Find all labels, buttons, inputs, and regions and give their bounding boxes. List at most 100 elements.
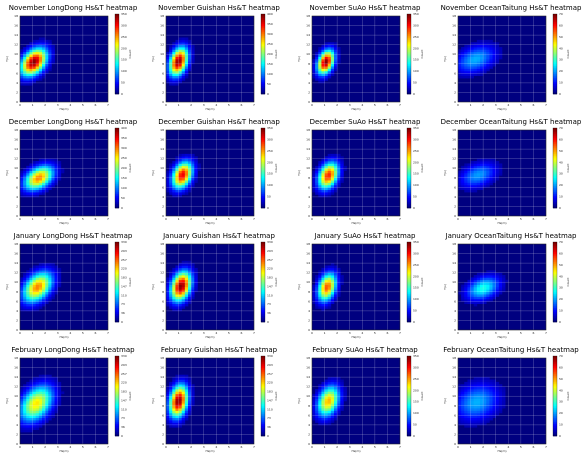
heatmap-cell [184,54,189,57]
colorbar-segment [115,356,119,359]
heatmap-cell [42,377,46,380]
heatmap-cell [188,39,192,43]
heatmap-cell [464,412,468,416]
heatmap-cell [473,396,478,399]
heatmap-cell [51,289,55,293]
heatmap-cell [166,303,170,307]
heatmap-cell [334,386,338,390]
heatmap-cell [23,308,27,312]
heatmap-cell [175,44,179,48]
heatmap-cell [194,165,198,169]
heatmap-cell [178,158,183,162]
colorbar-segment [261,288,265,291]
heatmap-cell [495,170,500,174]
heatmap-cell [35,73,40,77]
heatmap-cell [321,291,325,295]
colorbar-segment [115,34,119,37]
heatmap-cell [495,277,500,281]
heatmap-cell [330,168,335,171]
y-tick-label: 0 [454,442,456,446]
heatmap-cell [464,187,468,191]
colorbar-segment [407,266,411,269]
colorbar-segment [115,434,119,437]
heatmap-cell [175,377,179,380]
heatmap-cell [492,175,497,179]
y-tick-label: 14 [14,33,18,37]
heatmap-cell [172,291,176,295]
heatmap-cell [26,180,30,183]
colorbar-segment [115,88,119,91]
heatmap-cell [32,415,37,419]
colorbar-segment [261,72,265,75]
heatmap-cell [175,49,179,53]
colorbar-segment [115,194,119,197]
colorbar-segment [553,242,557,245]
heatmap-cell [57,381,62,385]
heatmap-cell [184,396,189,399]
heatmap-cell [26,405,30,409]
y-tick-label: 4 [16,81,18,85]
heatmap-cell [191,272,195,276]
colorbar-segment [553,246,557,249]
heatmap-cell [489,410,493,414]
colorbar-segment [407,412,411,415]
heatmap-cell [473,291,478,295]
heatmap-cell [188,401,192,404]
heatmap-cell [315,63,319,67]
heatmap-cell [32,267,37,271]
heatmap-cell [38,384,43,387]
heatmap-cell [483,42,487,45]
plot-frame [311,15,401,103]
heatmap-cell [166,420,170,423]
heatmap-cell [480,289,484,293]
colorbar-segment [261,268,265,271]
heatmap-cell [337,391,341,395]
heatmap-cell [188,187,192,191]
heatmap-cell [23,279,27,283]
heatmap-cell [467,187,471,191]
x-tick-label: 5 [374,103,376,107]
colorbar-segment [407,82,411,85]
colorbar-segment [115,284,119,287]
heatmap-cell [191,163,195,167]
heatmap-cell [181,192,186,195]
heatmap-cell [502,393,506,397]
heatmap-cell [337,412,341,416]
heatmap-cell [32,412,37,416]
colorbar-segment [115,156,119,159]
plot-frame [457,243,547,331]
heatmap-cell [464,168,468,171]
colorbar-segment [115,44,119,47]
heatmap-cell [492,379,497,383]
heatmap-cell [483,180,487,183]
heatmap-cell [184,270,189,273]
heatmap-cell [312,412,316,416]
heatmap-cell [476,56,481,60]
y-tick-label: 8 [454,404,456,408]
heatmap-cell [315,389,319,392]
colorbar-segment [115,388,119,391]
heatmap-cell [169,298,173,302]
colorbar-segment [553,362,557,365]
colorbar-segment [553,244,557,247]
heatmap-cell [175,180,179,183]
heatmap-cell [26,422,30,426]
heatmap-cell [315,296,319,300]
y-tick-label: 16 [14,24,18,28]
colorbar-segment [115,288,119,291]
y-tick-label: 2 [16,432,18,436]
heatmap-cell [188,381,192,385]
colorbar-segment [553,314,557,317]
heatmap-cell [57,170,62,174]
heatmap-cell [45,39,49,43]
heatmap-cell [178,168,183,171]
heatmap-cell [169,393,173,397]
heatmap-cell [321,173,325,176]
heatmap-cell [26,70,30,74]
heatmap-cell [178,68,183,72]
heatmap-cell [458,66,462,69]
heatmap-cell [464,49,468,53]
heatmap-cell [35,59,40,62]
heatmap-cell [324,386,329,390]
colorbar-segment [261,378,265,381]
